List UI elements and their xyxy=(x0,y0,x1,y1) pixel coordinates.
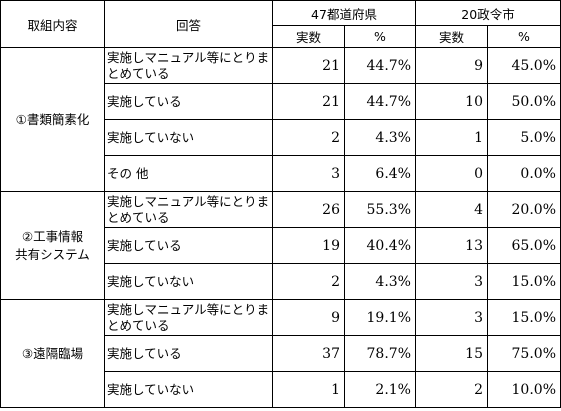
city-percent-cell: 50.0% xyxy=(487,83,561,120)
subheader-pref-count: 実数 xyxy=(272,25,345,48)
header-cities: 20政令市 xyxy=(415,0,561,26)
pref-percent-cell: 78.7% xyxy=(344,335,416,372)
header-prefectures: 47都道府県 xyxy=(272,0,416,26)
answer-cell: その 他 xyxy=(104,155,273,192)
header-category: 取組内容 xyxy=(0,0,105,48)
pref-count-cell: 1 xyxy=(272,371,345,408)
pref-percent-cell: 40.4% xyxy=(344,227,416,264)
city-percent-cell: 15.0% xyxy=(487,263,561,300)
city-percent-cell: 10.0% xyxy=(487,371,561,408)
pref-count-cell: 9 xyxy=(272,299,345,336)
answer-cell: 実施していない xyxy=(104,371,273,408)
answer-cell: 実施していない xyxy=(104,263,273,300)
pref-percent-cell: 19.1% xyxy=(344,299,416,336)
pref-percent-cell: 44.7% xyxy=(344,83,416,120)
pref-count-cell: 19 xyxy=(272,227,345,264)
city-count-cell: 2 xyxy=(415,371,488,408)
city-count-cell: 3 xyxy=(415,263,488,300)
pref-count-cell: 21 xyxy=(272,83,345,120)
city-percent-cell: 15.0% xyxy=(487,299,561,336)
city-count-cell: 1 xyxy=(415,119,488,156)
table-row: ③遠隔臨場 実施しマニュアル等にとりまとめている 9 19.1% 3 15.0% xyxy=(0,299,561,408)
city-count-cell: 4 xyxy=(415,191,488,228)
city-count-cell: 3 xyxy=(415,299,488,336)
answer-cell: 実施しマニュアル等にとりまとめている xyxy=(104,191,273,228)
city-percent-cell: 75.0% xyxy=(487,335,561,372)
category-cell: ③遠隔臨場 xyxy=(0,299,105,408)
pref-count-cell: 3 xyxy=(272,155,345,192)
category-line: ②工事情報 xyxy=(21,228,84,244)
answer-cell: 実施している xyxy=(104,83,273,120)
header-answer: 回答 xyxy=(104,0,273,48)
category-line: ①書類簡素化 xyxy=(15,111,90,127)
city-percent-cell: 5.0% xyxy=(487,119,561,156)
pref-count-cell: 26 xyxy=(272,191,345,228)
table-row: 実施していない 1 2.1% 2 10.0% xyxy=(1,371,561,408)
pref-count-cell: 2 xyxy=(272,263,345,300)
category-line: 共有システム xyxy=(15,246,90,262)
pref-percent-cell: 44.7% xyxy=(344,47,416,84)
category-cell: ②工事情報共有システム xyxy=(0,191,105,300)
answer-cell: 実施している xyxy=(104,335,273,372)
pref-count-cell: 21 xyxy=(272,47,345,84)
city-percent-cell: 0.0% xyxy=(487,155,561,192)
pref-percent-cell: 4.3% xyxy=(344,263,416,300)
city-count-cell: 15 xyxy=(415,335,488,372)
subheader-city-count: 実数 xyxy=(415,25,488,48)
answer-cell: 実施していない xyxy=(104,119,273,156)
city-count-cell: 9 xyxy=(415,47,488,84)
category-cell: ①書類簡素化 xyxy=(0,47,105,192)
answer-cell: 実施しマニュアル等にとりまとめている xyxy=(104,47,273,84)
city-count-cell: 0 xyxy=(415,155,488,192)
table-row: 実施している 37 78.7% 15 75.0% xyxy=(1,335,561,372)
header-row: 取組内容 回答 47都道府県 20政令市 xyxy=(0,0,561,48)
answer-cell: 実施している xyxy=(104,227,273,264)
pref-percent-cell: 4.3% xyxy=(344,119,416,156)
table-row: その 他 3 6.4% 0 0.0% xyxy=(1,155,561,192)
city-percent-cell: 45.0% xyxy=(487,47,561,84)
pref-count-cell: 2 xyxy=(272,119,345,156)
pref-percent-cell: 55.3% xyxy=(344,191,416,228)
city-percent-cell: 65.0% xyxy=(487,227,561,264)
table-row: ②工事情報 共有システム 実施しマニュアル等にとりまとめている 26 55.3% 4 20.… xyxy=(0,191,561,300)
pref-percent-cell: 6.4% xyxy=(344,155,416,192)
city-percent-cell: 20.0% xyxy=(487,191,561,228)
subheader-pref-percent: % xyxy=(344,25,416,48)
city-count-cell: 10 xyxy=(415,83,488,120)
pref-percent-cell: 2.1% xyxy=(344,371,416,408)
answer-cell: 実施しマニュアル等にとりまとめている xyxy=(104,299,273,336)
pref-count-cell: 37 xyxy=(272,335,345,372)
city-count-cell: 13 xyxy=(415,227,488,264)
subheader-city-percent: % xyxy=(487,25,561,48)
table-row: ①書類簡素化 実施しマニュアル等にとりまとめている 21 44.7% 9 45.0% xyxy=(0,47,561,192)
category-line: ③遠隔臨場 xyxy=(21,345,84,361)
